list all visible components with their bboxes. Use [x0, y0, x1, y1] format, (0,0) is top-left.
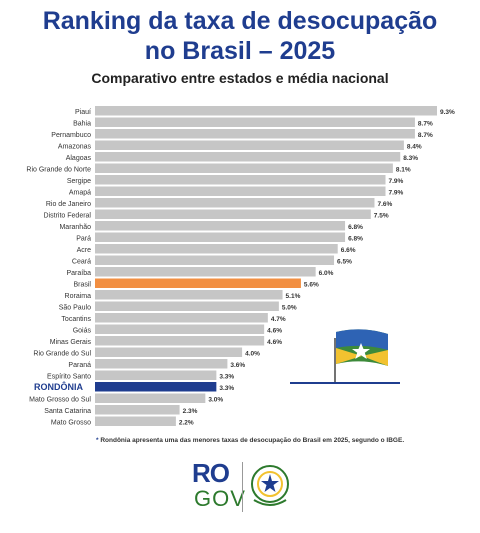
value-label-mato-grosso: 2.2% [179, 420, 194, 427]
bar-para [95, 232, 346, 242]
logo-gov-text: GOV [194, 486, 246, 511]
category-label-mato-grosso-do-sul: Mato Grosso do Sul [29, 397, 91, 404]
footnote: * Rondônia apresenta uma das menores tax… [96, 437, 466, 444]
chart-subtitle: Comparativo entre estados e média nacion… [91, 70, 389, 86]
bar-rio-de-janeiro [95, 198, 375, 208]
bar-mato-grosso-do-sul [95, 393, 206, 403]
value-label-amazonas: 8.4% [407, 144, 422, 151]
bar-mato-grosso [95, 416, 176, 426]
bar-acre [95, 244, 338, 254]
bar-roraima [95, 290, 283, 300]
category-label-goias: Goiás [73, 328, 92, 335]
value-label-rondonia: 3.3% [219, 385, 234, 392]
bar-alagoas [95, 152, 401, 162]
title-line-2: no Brasil – 2025 [144, 37, 336, 65]
value-label-paraiba: 6.0% [319, 270, 334, 277]
bar-amazonas [95, 140, 404, 150]
category-label-espirito-santo: Espírito Santo [47, 374, 91, 381]
bar-brasil [95, 278, 301, 288]
category-label-ceara: Ceará [72, 259, 91, 266]
value-label-rio-de-janeiro: 7.6% [377, 201, 392, 208]
category-label-pernambuco: Pernambuco [51, 132, 91, 139]
category-label-roraima: Roraima [65, 293, 92, 300]
logo-ro-text: RO [192, 458, 230, 488]
bar-bahia [95, 117, 415, 127]
bar-goias [95, 324, 265, 334]
category-label-piaui: Piauí [75, 109, 91, 116]
category-label-santa-catarina: Santa Catarina [44, 408, 91, 415]
value-label-brasil: 5.6% [304, 282, 319, 289]
bar-espirito-santo [95, 370, 217, 380]
value-label-roraima: 5.1% [286, 293, 301, 300]
category-label-parana: Paraná [68, 362, 91, 369]
category-label-minas-gerais: Minas Gerais [50, 339, 92, 346]
value-label-goias: 4.6% [267, 328, 282, 335]
category-label-distrito-federal: Distrito Federal [44, 213, 92, 220]
ro-gov-logo: RO GOV [192, 458, 292, 518]
category-label-para: Pará [76, 236, 91, 243]
category-label-alagoas: Alagoas [66, 155, 92, 162]
value-label-rio-grande-do-norte: 8.1% [396, 167, 411, 174]
bar-santa-catarina [95, 405, 180, 415]
footnote-text: Rondônia apresenta uma das menores taxas… [100, 437, 405, 444]
bar-maranhao [95, 221, 346, 231]
bar-minas-gerais [95, 336, 265, 346]
value-label-piaui: 9.3% [440, 109, 455, 116]
category-label-rondonia: RONDÔNIA [34, 381, 83, 392]
bar-parana [95, 359, 228, 369]
value-label-sao-paulo: 5.0% [282, 305, 297, 312]
value-label-bahia: 8.7% [418, 121, 433, 128]
category-label-sergipe: Sergipe [67, 178, 91, 185]
title-line-1: Ranking da taxa de desocupação [42, 7, 438, 35]
value-label-ceara: 6.5% [337, 259, 352, 266]
category-label-bahia: Bahia [73, 121, 91, 128]
category-label-paraiba: Paraíba [66, 270, 91, 277]
category-label-sao-paulo: São Paulo [59, 305, 91, 312]
chart-title: Ranking da taxa de desocupação no Brasil… [0, 6, 480, 66]
category-label-brasil: Brasil [73, 282, 91, 289]
bar-rio-grande-do-sul [95, 347, 243, 357]
category-label-mato-grosso: Mato Grosso [51, 420, 91, 427]
bar-piaui [95, 106, 437, 116]
value-label-alagoas: 8.3% [403, 155, 418, 162]
bar-paraiba [95, 267, 316, 277]
bar-pernambuco [95, 129, 415, 139]
category-label-rio-de-janeiro: Rio de Janeiro [46, 201, 91, 208]
category-label-rio-grande-do-norte: Rio Grande do Norte [26, 167, 91, 174]
logo-divider [242, 462, 243, 512]
category-label-maranhao: Maranhão [59, 224, 91, 231]
bar-sao-paulo [95, 301, 279, 311]
value-label-sergipe: 7.9% [389, 178, 404, 185]
value-label-minas-gerais: 4.6% [267, 339, 282, 346]
bar-chart: Piauí 9.3% Bahia 8.7% Pernambuco 8.7% Amazonas… [26, 106, 455, 427]
bar-tocantins [95, 313, 268, 323]
bar-amapa [95, 186, 386, 196]
bar-ceara [95, 255, 335, 265]
value-label-mato-grosso-do-sul: 3.0% [208, 397, 223, 404]
value-label-rio-grande-do-sul: 4.0% [245, 351, 260, 358]
value-label-distrito-federal: 7.5% [374, 213, 389, 220]
category-label-tocantins: Tocantins [61, 316, 91, 323]
value-label-santa-catarina: 2.3% [183, 408, 198, 415]
category-label-amazonas: Amazonas [58, 144, 92, 151]
value-label-pernambuco: 8.7% [418, 132, 433, 139]
value-label-amapa: 7.9% [389, 190, 404, 197]
value-label-acre: 6.6% [341, 247, 356, 254]
value-label-para: 6.8% [348, 236, 363, 243]
value-label-espirito-santo: 3.3% [219, 374, 234, 381]
bar-distrito-federal [95, 209, 371, 219]
bar-sergipe [95, 175, 386, 185]
value-label-parana: 3.6% [230, 362, 245, 369]
bar-rio-grande-do-norte [95, 163, 393, 173]
value-label-tocantins: 4.7% [271, 316, 286, 323]
value-label-maranhao: 6.8% [348, 224, 363, 231]
bar-rondonia [95, 382, 217, 392]
category-label-amapa: Amapá [69, 190, 91, 197]
category-label-rio-grande-do-sul: Rio Grande do Sul [33, 351, 91, 358]
category-label-acre: Acre [77, 247, 92, 254]
state-seal-icon [251, 465, 289, 506]
rondonia-flag-icon [290, 329, 400, 384]
footnote-marker: * [96, 437, 99, 444]
